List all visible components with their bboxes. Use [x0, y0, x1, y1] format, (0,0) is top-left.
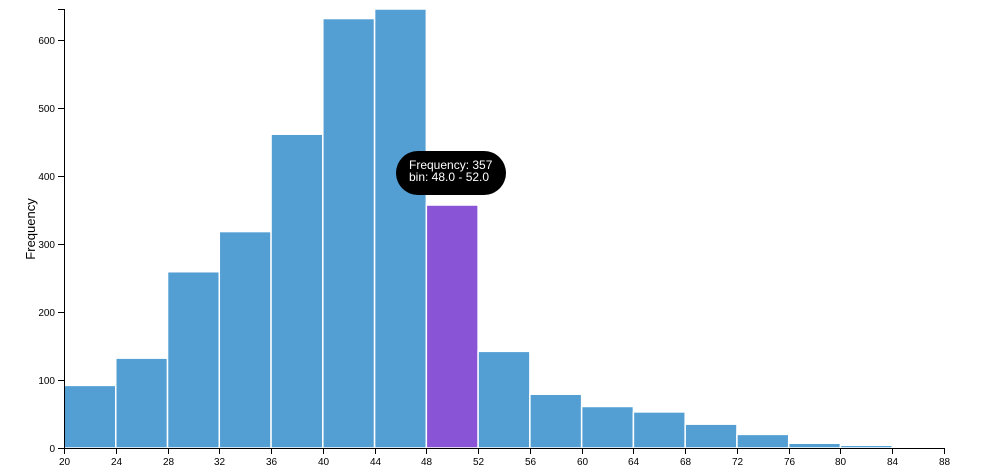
y-tick-label: 600: [38, 36, 55, 47]
histogram-bar[interactable]: [166, 270, 221, 449]
histogram-bar[interactable]: [373, 8, 428, 449]
x-tick-label: 36: [266, 457, 278, 468]
x-tick-label: 40: [318, 457, 330, 468]
x-tick-label: 60: [577, 457, 589, 468]
y-axis-title: Frequency: [23, 198, 38, 260]
x-tick-label: 28: [163, 457, 175, 468]
histogram-bar[interactable]: [270, 133, 324, 449]
histogram-bar[interactable]: [632, 411, 686, 449]
histogram-bar[interactable]: [684, 423, 738, 449]
bars-layer: [63, 8, 945, 449]
x-tick-label: 56: [525, 457, 537, 468]
y-tick-label: 300: [38, 240, 55, 251]
histogram-bar[interactable]: [322, 17, 376, 449]
histogram-bar[interactable]: [63, 384, 117, 449]
y-tick-label: 0: [49, 444, 55, 455]
histogram-bar[interactable]: [477, 350, 531, 449]
x-tick-label: 68: [680, 457, 692, 468]
y-tick-label: 500: [38, 104, 55, 115]
histogram-bar[interactable]: [218, 230, 272, 449]
histogram-bar[interactable]: [115, 357, 169, 449]
x-tick-label: 24: [111, 457, 123, 468]
x-tick-label: 48: [421, 457, 433, 468]
x-tick-label: 88: [939, 457, 951, 468]
x-tick-label: 72: [732, 457, 744, 468]
x-axis: 20 24 28 32 36 40 44 48 52 56 60 64 68 72 76 80 84 88: [59, 448, 951, 468]
histogram-bar[interactable]: [580, 405, 635, 449]
y-axis: 0 100 200 300 400 500 600: [38, 9, 65, 455]
x-tick-label: 84: [887, 457, 899, 468]
x-tick-label: 32: [214, 457, 226, 468]
histogram-bar[interactable]: [787, 442, 842, 449]
x-tick-label: 52: [473, 457, 485, 468]
histogram-bar[interactable]: [891, 445, 945, 449]
x-tick-label: 44: [370, 457, 382, 468]
histogram-bar[interactable]: [529, 393, 583, 449]
histogram-bar-highlighted[interactable]: [425, 204, 479, 449]
histogram-bar[interactable]: [736, 433, 790, 449]
y-tick-label: 100: [38, 376, 55, 387]
x-tick-label: 20: [59, 457, 71, 468]
histogram-bar[interactable]: [839, 444, 893, 449]
x-tick-label: 76: [784, 457, 796, 468]
tooltip-bin: bin: 48.0 - 52.0: [409, 170, 490, 184]
y-tick-label: 200: [38, 308, 55, 319]
y-tick-label: 400: [38, 172, 55, 183]
x-tick-label: 80: [835, 457, 847, 468]
bar-tooltip: Frequency: 357 bin: 48.0 - 52.0: [396, 151, 506, 195]
x-tick-label: 64: [628, 457, 640, 468]
tooltip-frequency: Frequency: 357: [409, 158, 493, 172]
